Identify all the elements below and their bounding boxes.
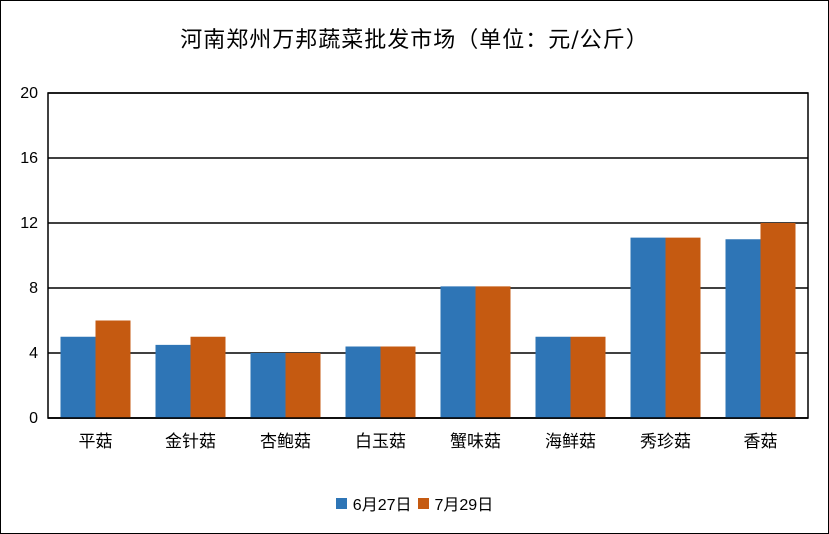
bar-series-2-6 [665, 237, 701, 418]
x-tick-label: 平菇 [79, 432, 113, 452]
legend-label-series-2: 7月29日 [434, 497, 494, 514]
x-tick-label: 金针菇 [165, 432, 216, 452]
legend-swatch-series-2 [417, 497, 429, 509]
x-tick-label: 白玉菇 [355, 432, 406, 452]
legend: 6月27日 7月29日 [0, 491, 829, 515]
y-tick-label: 4 [29, 345, 38, 362]
y-tick-label: 20 [20, 85, 38, 102]
bar-series-1-6 [630, 237, 666, 418]
legend-swatch-series-1 [335, 497, 347, 509]
bar-series-2-3 [380, 346, 416, 418]
x-tick-label: 海鲜菇 [545, 432, 596, 452]
x-tick-label: 香菇 [744, 432, 778, 452]
chart-title: 河南郑州万邦蔬菜批发市场（单位：元/公斤） [180, 28, 649, 53]
bar-series-2-4 [475, 286, 511, 418]
y-tick-label: 16 [20, 150, 38, 167]
bar-series-2-0 [95, 320, 131, 418]
legend-item-series-1: 6月27日 [335, 491, 412, 515]
bar-series-2-7 [760, 223, 796, 418]
bar-series-2-5 [570, 336, 606, 418]
bar-series-1-1 [155, 344, 191, 418]
legend-label-series-1: 6月27日 [352, 497, 412, 514]
bar-series-1-5 [535, 336, 571, 418]
bar-series-1-2 [250, 353, 286, 418]
bar-series-1-3 [345, 346, 381, 418]
x-tick-label: 杏鲍菇 [260, 432, 311, 452]
bar-series-1-0 [60, 336, 96, 418]
bar-series-2-2 [285, 353, 321, 418]
y-tick-label: 12 [20, 215, 38, 232]
x-tick-label: 秀珍菇 [640, 432, 691, 452]
bar-series-1-7 [725, 239, 761, 418]
bar-series-1-4 [440, 286, 476, 418]
y-tick-label: 0 [29, 410, 38, 427]
y-tick-label: 8 [29, 280, 38, 297]
bar-series-2-1 [190, 336, 226, 418]
legend-item-series-2: 7月29日 [417, 491, 494, 515]
x-tick-label: 蟹味菇 [450, 432, 501, 452]
